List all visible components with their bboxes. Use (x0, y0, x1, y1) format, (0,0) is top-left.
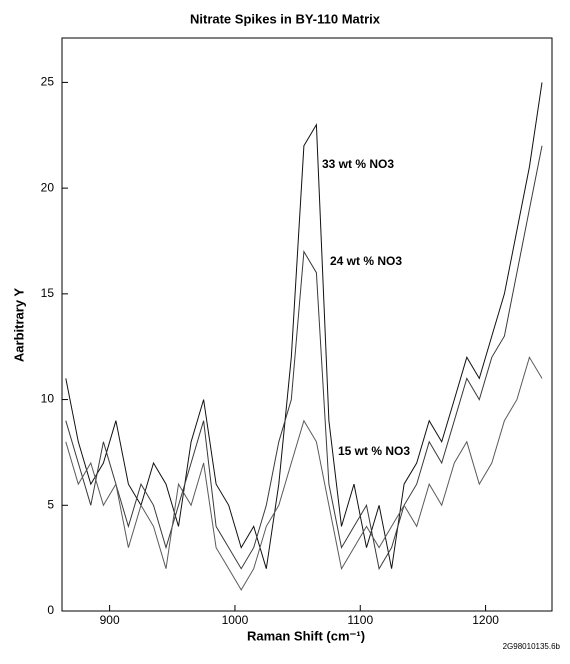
x-tick-label: 1200 (472, 613, 499, 627)
series-line (65, 145, 543, 571)
chart-title: Nitrate Spikes in BY-110 Matrix (190, 11, 381, 26)
plot-frame (61, 37, 553, 612)
series-line (65, 356, 543, 591)
series-label: 33 wt % NO3 (322, 157, 394, 171)
y-tick-label: 25 (41, 75, 55, 89)
y-tick-label: 20 (41, 180, 55, 194)
y-tick-label: 5 (47, 497, 54, 511)
y-tick-label: 15 (41, 286, 55, 300)
x-tick-label: 1000 (222, 613, 249, 627)
x-tick-label: 900 (100, 613, 120, 627)
footnote: 2G98010135.6b (503, 642, 561, 651)
series-label: 15 wt % NO3 (338, 444, 410, 458)
x-axis-label: Raman Shift (cm⁻¹) (247, 628, 365, 643)
y-axis-label: Aarbitrary Y (11, 288, 26, 363)
y-tick-label: 0 (47, 603, 54, 617)
x-tick-label: 1100 (347, 613, 373, 627)
y-tick-label: 10 (41, 392, 55, 406)
series-label: 24 wt % NO3 (330, 254, 402, 268)
